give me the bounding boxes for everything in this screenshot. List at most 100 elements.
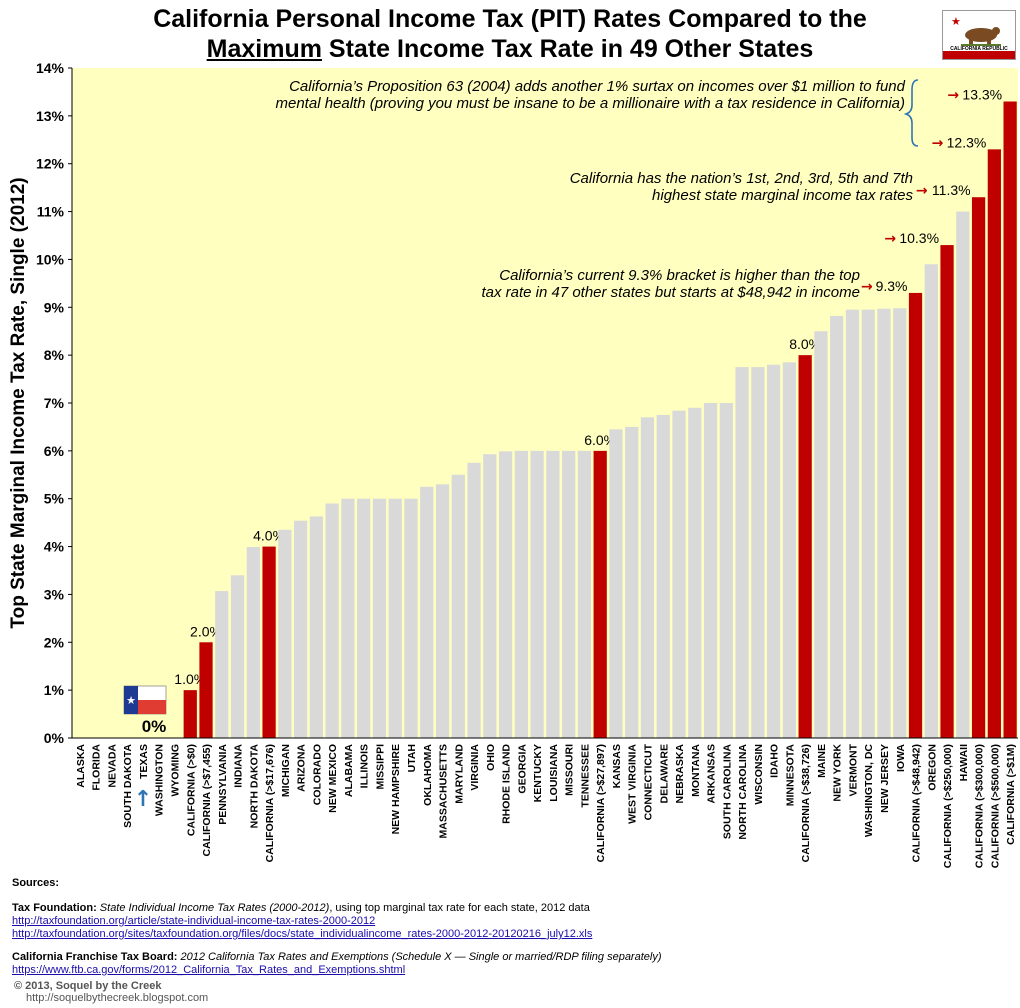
x-tick-label: CALIFORNIA (>$17,676) xyxy=(264,744,276,862)
x-tick-label: MICHIGAN xyxy=(280,744,292,797)
credit-line-1-text: 2013, Soquel by the Creek xyxy=(25,980,162,992)
x-tick-label: OKLAHOMA xyxy=(422,744,434,806)
bar xyxy=(278,529,292,738)
x-tick-label: MASSACHUSETTS xyxy=(438,744,450,839)
x-tick-label: HAWAII xyxy=(958,744,970,781)
data-label: 10.3% xyxy=(899,230,939,246)
source-tf-title: State Individual Income Tax Rates (2000-… xyxy=(99,902,330,914)
title-line-1: California Personal Income Tax (PIT) Rat… xyxy=(153,5,867,33)
bar xyxy=(498,451,513,738)
y-tick-label: 5% xyxy=(44,491,65,507)
bar xyxy=(751,367,765,738)
arrow-icon: → xyxy=(947,88,959,104)
arrow-icon: → xyxy=(861,279,873,295)
source-tf-desc: , using top marginal tax rate for each s… xyxy=(329,902,590,914)
bar xyxy=(451,474,465,738)
bar xyxy=(830,315,844,738)
x-tick-label: FLORIDA xyxy=(91,744,103,791)
source-ftb-desc: 2012 California Tax Rates and Exemptions… xyxy=(180,951,662,963)
x-tick-label: WISCONSIN xyxy=(753,744,765,805)
title-line-2: Maximum State Income Tax Rate in 49 Othe… xyxy=(0,34,1020,64)
bar xyxy=(404,498,418,738)
annotation-highest-line1: California has the nation’s 1st, 2nd, 3r… xyxy=(570,170,913,187)
y-tick-label: 10% xyxy=(36,251,65,267)
x-tick-label: CALIFORNIA (>$0) xyxy=(185,744,197,836)
annotation-bracket-line2: tax rate in 47 other states but starts a… xyxy=(481,284,860,301)
source-tf-link-1[interactable]: http://taxfoundation.org/article/state-i… xyxy=(12,915,376,927)
x-tick-label: DELAWARE xyxy=(658,744,670,804)
bar xyxy=(971,197,986,738)
source-tf-link-2[interactable]: http://taxfoundation.org/sites/taxfounda… xyxy=(12,928,593,940)
data-label: 8.0% xyxy=(789,336,821,352)
y-tick-label: 13% xyxy=(36,108,65,124)
x-tick-label: ARIZONA xyxy=(296,744,308,792)
annotation-prop63-line2: mental health (proving you must be insan… xyxy=(276,95,906,112)
x-tick-label: INDIANA xyxy=(233,744,245,788)
sources-heading: Sources: xyxy=(12,877,59,890)
texas-flag-blue xyxy=(124,686,138,714)
y-tick-label: 9% xyxy=(44,299,65,315)
arrow-icon: → xyxy=(916,183,928,199)
y-tick-label: 3% xyxy=(44,586,65,602)
x-tick-label: RHODE ISLAND xyxy=(501,744,513,824)
source-ftb-link[interactable]: https://www.ftb.ca.gov/forms/2012_Califo… xyxy=(12,964,406,976)
bar xyxy=(309,516,324,738)
x-tick-label: WYOMING xyxy=(169,744,181,797)
x-tick-label: NEW HAMPSHIRE xyxy=(390,744,402,834)
bar xyxy=(956,211,970,739)
y-axis-label: Top State Marginal Income Tax Rate, Sing… xyxy=(8,177,29,628)
x-tick-label: CALIFORNIA (>$250,000) xyxy=(942,744,954,868)
bar xyxy=(688,407,702,738)
bar xyxy=(215,591,229,738)
x-tick-label: MAINE xyxy=(816,744,828,778)
bar xyxy=(877,308,891,738)
x-tick-label: ARKANSAS xyxy=(706,744,718,804)
bar xyxy=(672,410,686,738)
credit: © 2013, Soquel by the Creek http://soque… xyxy=(14,980,208,1004)
bar xyxy=(640,417,655,738)
bar xyxy=(987,149,1001,738)
source-ftb-line: California Franchise Tax Board: 2012 Cal… xyxy=(12,951,662,964)
svg-text:★: ★ xyxy=(951,15,961,28)
credit-line-1: © 2013, Soquel by the Creek xyxy=(14,980,162,992)
x-tick-label: CALIFORNIA (>$300,000) xyxy=(974,744,986,868)
bar xyxy=(719,403,733,738)
bar xyxy=(609,429,623,738)
x-tick-label: NEVADA xyxy=(106,744,118,788)
x-tick-label: ALABAMA xyxy=(343,744,355,797)
x-tick-label: NEBRASKA xyxy=(674,744,686,804)
bar xyxy=(325,503,339,738)
star-icon: ★ xyxy=(126,694,136,707)
bar xyxy=(467,462,481,738)
data-label: 12.3% xyxy=(947,134,987,150)
california-flag: ★ CALIFORNIA REPUBLIC xyxy=(942,10,1016,60)
y-tick-label: 12% xyxy=(36,156,65,172)
x-tick-label: CALIFORNIA (>$1M) xyxy=(1005,744,1017,845)
x-tick-label: OREGON xyxy=(926,744,938,791)
x-tick-label: NORTH DAKOTA xyxy=(248,744,260,829)
source-ftb-label: California Franchise Tax Board: xyxy=(12,951,178,963)
texas-flag-red xyxy=(138,700,166,714)
x-tick-label: PENNSYLVANIA xyxy=(217,744,229,825)
annotation-prop63-line1: California’s Proposition 63 (2004) adds … xyxy=(289,78,906,95)
x-tick-label: NEW MEXICO xyxy=(327,744,339,813)
x-tick-label: MISSIPPI xyxy=(374,744,386,790)
bar xyxy=(782,362,797,738)
x-tick-label: SOUTH CAROLINA xyxy=(721,744,733,839)
y-tick-label: 11% xyxy=(37,204,65,220)
bar xyxy=(514,450,528,738)
x-tick-label: MINNESOTA xyxy=(784,744,796,807)
bar xyxy=(341,498,355,738)
bar xyxy=(845,309,860,738)
bar xyxy=(262,546,276,738)
plot-area xyxy=(72,68,1018,738)
x-tick-label: TENNESSEE xyxy=(579,744,591,808)
bar xyxy=(625,426,639,738)
bar xyxy=(293,520,308,738)
x-tick-label: IOWA xyxy=(895,744,907,772)
data-label: 4.0% xyxy=(253,528,285,544)
zero-label: 0% xyxy=(142,717,167,736)
bar xyxy=(1003,101,1017,738)
bar xyxy=(908,292,923,738)
x-tick-label: WASHINGTON, DC xyxy=(863,744,875,838)
